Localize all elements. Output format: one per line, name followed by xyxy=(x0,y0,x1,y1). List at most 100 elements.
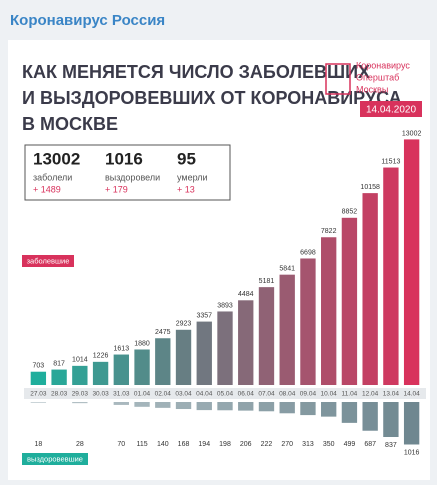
infected-bar xyxy=(341,217,358,385)
infected-bar xyxy=(92,361,109,385)
x-tick-label: 31.03 xyxy=(113,391,130,398)
recovered-bar xyxy=(258,402,275,412)
infected-bar xyxy=(217,311,233,385)
stat-value: 1016 xyxy=(105,149,143,168)
recovered-bar xyxy=(321,402,337,417)
value-label: 140 xyxy=(157,441,169,448)
stats-box xyxy=(24,144,231,201)
value-label: 1613 xyxy=(114,345,130,352)
value-label: 222 xyxy=(261,441,273,448)
x-tick-label: 03.04 xyxy=(175,391,192,398)
value-label: 5841 xyxy=(279,266,295,273)
x-tick-label: 09.04 xyxy=(300,391,317,398)
legend-tag xyxy=(22,255,74,267)
recovered-bar xyxy=(403,402,420,445)
infected-bar xyxy=(72,365,88,385)
infected-bar xyxy=(175,329,192,385)
title-line: В МОСКВЕ xyxy=(22,114,118,134)
x-tick-label: 04.04 xyxy=(196,391,213,398)
value-label: 1880 xyxy=(134,340,150,347)
recovered-bar xyxy=(196,402,212,411)
value-label: 28 xyxy=(76,441,84,448)
date-badge xyxy=(360,101,422,117)
value-label: 194 xyxy=(198,441,210,448)
value-label: 4484 xyxy=(238,291,254,298)
recovered-bar xyxy=(300,402,316,416)
channel-name[interactable]: Коронавирус Россия xyxy=(10,12,165,29)
legend-label: выздоровевшие xyxy=(27,454,83,463)
value-label: 6698 xyxy=(300,249,316,256)
stat-change: + 13 xyxy=(177,184,195,194)
infected-bar xyxy=(279,274,295,385)
infected-bar xyxy=(134,349,150,385)
stat-label: заболели xyxy=(33,172,72,182)
recovered-bar xyxy=(134,402,150,407)
value-label: 5181 xyxy=(259,278,275,285)
legend-tag xyxy=(22,453,88,465)
value-label: 2475 xyxy=(155,329,171,336)
value-label: 270 xyxy=(281,441,293,448)
x-tick-label: 13.04 xyxy=(383,391,400,398)
value-label: 837 xyxy=(385,442,397,449)
x-tick-label: 02.04 xyxy=(155,391,172,398)
infected-bar xyxy=(51,369,67,385)
value-label: 703 xyxy=(33,363,45,370)
recovered-bar xyxy=(341,402,358,423)
infected-bar xyxy=(362,193,378,385)
x-tick-label: 14.04 xyxy=(403,391,420,398)
logo-icon xyxy=(325,63,351,95)
value-label: 198 xyxy=(219,441,231,448)
recovered-bar xyxy=(113,402,129,405)
infected-bar xyxy=(258,287,275,385)
recovered-bar xyxy=(155,402,171,408)
value-label: 18 xyxy=(34,441,42,448)
recovered-bar xyxy=(72,402,88,404)
value-label: 13002 xyxy=(402,130,422,137)
infected-bar xyxy=(321,237,337,385)
x-tick-label: 29.03 xyxy=(72,391,89,398)
x-tick-label: 11.04 xyxy=(342,391,358,398)
infected-bar xyxy=(383,167,399,385)
recovered-bar xyxy=(362,402,378,431)
value-label: 7822 xyxy=(321,228,337,235)
value-label: 1014 xyxy=(72,357,88,364)
x-tick-label: 06.04 xyxy=(238,391,255,398)
stat-label: умерли xyxy=(177,172,208,182)
value-label: 1016 xyxy=(404,449,420,456)
x-tick-label: 10.04 xyxy=(321,391,338,398)
recovered-bar xyxy=(175,402,192,410)
value-label: 499 xyxy=(344,441,356,448)
value-label: 3357 xyxy=(196,312,212,319)
value-label: 687 xyxy=(364,441,376,448)
infected-bar xyxy=(113,354,129,385)
value-label: 8852 xyxy=(342,209,358,216)
date-band xyxy=(24,388,426,399)
stat-value: 95 xyxy=(177,149,196,168)
logo-text: Коронавирус xyxy=(356,60,410,70)
infected-bar xyxy=(300,258,316,385)
stats: 13002 заболели + 1489 1016 выздоровели + 179 9… xyxy=(33,149,208,194)
infected-bar xyxy=(196,321,212,385)
value-label: 3893 xyxy=(217,302,233,309)
title-line: КАК МЕНЯЕТСЯ ЧИСЛО ЗАБОЛЕВШИХ xyxy=(22,62,370,82)
stat-label: выздоровели xyxy=(105,172,160,182)
plot: 27.03 28.03 29.03 30.03 31.03 01.04 02.04 03.04… xyxy=(22,130,426,465)
title-line: И ВЫЗДОРОВЕВШИХ ОТ КОРОНАВИРУСА xyxy=(22,88,402,108)
value-label: 11513 xyxy=(381,158,400,165)
recovered-bar xyxy=(383,402,399,438)
infected-bar xyxy=(155,338,171,385)
recovered-bar xyxy=(238,402,254,411)
x-tick-label: 30.03 xyxy=(92,391,109,398)
stat-change: + 179 xyxy=(105,184,128,194)
logo-text: Оперштаб xyxy=(356,72,399,82)
infected-bar xyxy=(30,371,47,385)
value-label: 115 xyxy=(136,441,147,448)
value-label: 350 xyxy=(323,441,335,448)
x-tick-label: 05.04 xyxy=(217,391,234,398)
x-tick-label: 08.04 xyxy=(279,391,296,398)
value-label: 10158 xyxy=(360,184,380,191)
value-label: 70 xyxy=(117,441,125,448)
value-label: 817 xyxy=(53,360,65,367)
stat-change: + 1489 xyxy=(33,184,61,194)
infected-bar xyxy=(238,300,254,385)
